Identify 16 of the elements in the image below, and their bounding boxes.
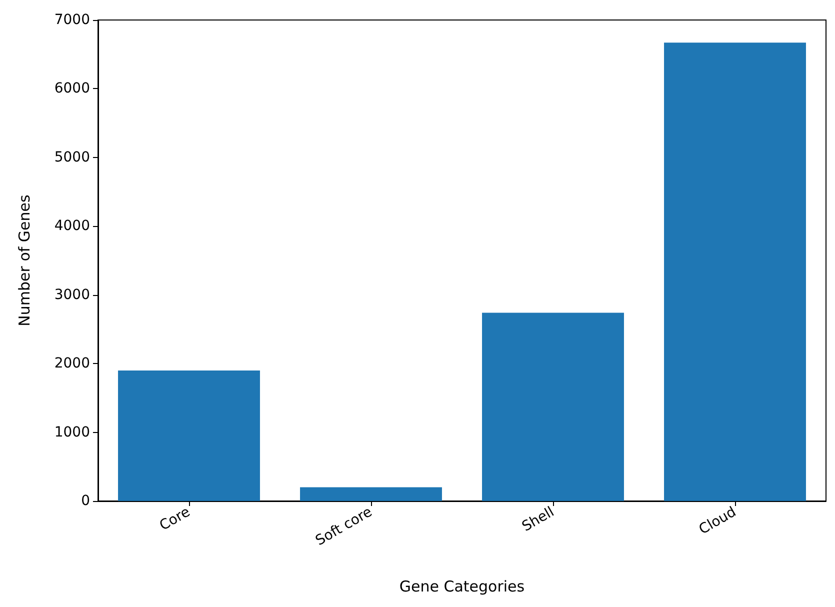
y-tick-label: 7000 [54,12,90,28]
y-axis-title: Number of Genes [16,194,34,326]
bar [664,42,806,501]
bar [118,370,260,501]
x-tick-label: Soft core [313,504,375,550]
y-tick-label: 6000 [54,80,90,97]
x-axis-title: Gene Categories [399,578,525,596]
x-tick-label: Core [156,504,193,534]
y-tick-label: 2000 [54,356,90,372]
bar [300,487,442,501]
y-tick-label: 3000 [54,286,90,303]
y-tick-label: 5000 [54,149,90,166]
y-tick-label: 1000 [54,424,90,440]
y-tick-label: 4000 [54,218,90,234]
y-tick-label: 0 [81,493,90,509]
bar [482,312,624,501]
